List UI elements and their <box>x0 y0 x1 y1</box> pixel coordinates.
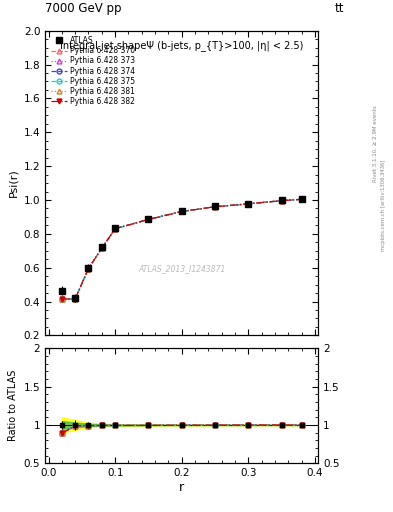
X-axis label: r: r <box>179 481 184 494</box>
Text: ATLAS_2013_I1243871: ATLAS_2013_I1243871 <box>138 264 226 273</box>
Text: 7000 GeV pp: 7000 GeV pp <box>45 3 122 15</box>
Text: tt: tt <box>334 3 344 15</box>
Y-axis label: Ratio to ATLAS: Ratio to ATLAS <box>8 370 18 441</box>
Text: Integral jet shapeΨ (b-jets, p_{T}>100, |η| < 2.5): Integral jet shapeΨ (b-jets, p_{T}>100, … <box>60 40 303 51</box>
Text: Rivet 3.1.10, ≥ 2.9M events: Rivet 3.1.10, ≥ 2.9M events <box>373 105 378 182</box>
Y-axis label: Psi(r): Psi(r) <box>8 168 18 198</box>
Text: mcplots.cern.ch [arXiv:1306.3436]: mcplots.cern.ch [arXiv:1306.3436] <box>381 159 386 250</box>
Legend: ATLAS, Pythia 6.428 370, Pythia 6.428 373, Pythia 6.428 374, Pythia 6.428 375, P: ATLAS, Pythia 6.428 370, Pythia 6.428 37… <box>49 34 137 108</box>
